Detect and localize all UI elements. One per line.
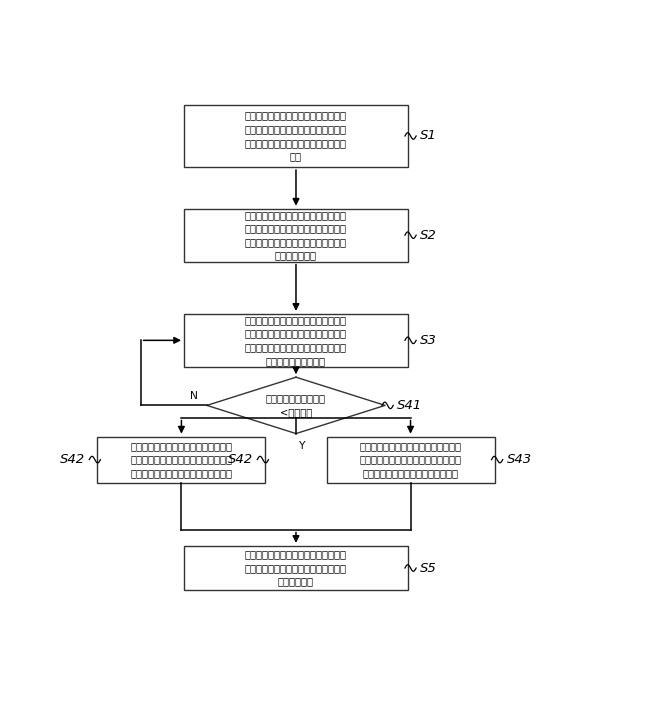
Text: S1: S1 [420, 130, 437, 142]
FancyBboxPatch shape [184, 208, 408, 262]
Text: 已执行任务的执行效率
<预设阈值: 已执行任务的执行效率 <预设阈值 [266, 394, 326, 417]
FancyBboxPatch shape [327, 436, 495, 483]
Text: 根据静态优先级、未执行任务的预计时
延、同类型任务平均执行速度计算执行
任务队列中首次执行任务的动态优先级: 根据静态优先级、未执行任务的预计时 延、同类型任务平均执行速度计算执行 任务队列… [130, 441, 233, 478]
Text: S3: S3 [420, 334, 437, 347]
Text: 将数据采集框架划分为调度、信道、任
务三个维度，分别将每一维度封装成抽
象类，根据每一维度的抽象类派生多个
子类: 将数据采集框架划分为调度、信道、任 务三个维度，分别将每一维度封装成抽 象类，根… [245, 111, 347, 161]
Text: S42: S42 [228, 453, 253, 466]
Text: 按照动态优先级大小调整执行任务队列
中任务的优先级，按照动态优先级执行
数据采集任务: 按照动态优先级大小调整执行任务队列 中任务的优先级，按照动态优先级执行 数据采集… [245, 549, 347, 586]
Text: S5: S5 [420, 562, 437, 574]
FancyBboxPatch shape [184, 105, 408, 167]
Text: Y: Y [299, 441, 306, 451]
FancyBboxPatch shape [184, 314, 408, 367]
Text: 根据对应的静态优先级、已执行任务的
执行效率、失败重试次数计算延时任务
队列中各失败重试任务的动态优先级: 根据对应的静态优先级、已执行任务的 执行效率、失败重试次数计算延时任务 队列中各… [359, 441, 462, 478]
FancyBboxPatch shape [184, 546, 408, 590]
Text: N: N [191, 391, 198, 401]
Text: S2: S2 [420, 229, 437, 241]
Text: S41: S41 [397, 399, 422, 412]
Text: 监控所述执行任务队列的执行状态，记
录失败重试次数、同类型任务的平均处
理速度，计算已执行任务的执行效率、
未执行任务的预计时延: 监控所述执行任务队列的执行状态，记 录失败重试次数、同类型任务的平均处 理速度，… [245, 315, 347, 366]
Polygon shape [207, 377, 385, 434]
Text: S43: S43 [507, 453, 532, 466]
Text: 从任务维度获取数据采集任务，在调度
维度中根据数据采集任务成执行任务队
列，并调用对应的信道维度子类执行所
述执行任务队列: 从任务维度获取数据采集任务，在调度 维度中根据数据采集任务成执行任务队 列，并调… [245, 210, 347, 260]
Text: S42: S42 [60, 453, 85, 466]
FancyBboxPatch shape [97, 436, 265, 483]
